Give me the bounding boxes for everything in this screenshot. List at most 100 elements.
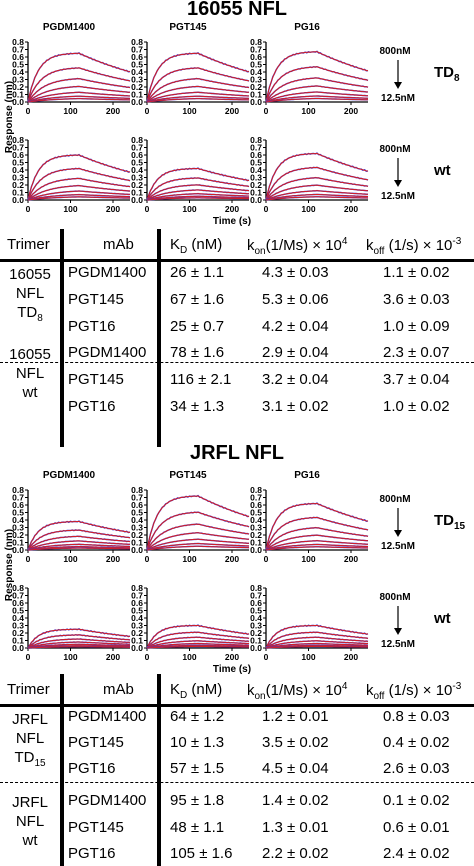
- y-tick-label: 0.4: [12, 613, 24, 623]
- fit-curve-1: [265, 517, 369, 551]
- y-tick-label: 0.3: [12, 523, 24, 533]
- trimer-label-line: NFL: [15, 285, 45, 302]
- x-tick-label: 100: [301, 652, 315, 662]
- x-tick-label: 200: [225, 204, 239, 214]
- plot-panel-PGT145-TD15: 0.00.10.20.30.40.50.60.70.8 0 100 200: [131, 485, 250, 564]
- fit-curve-3: [146, 640, 249, 649]
- cell-kd: 64 ± 1.2: [170, 708, 225, 725]
- fit-curve-3: [27, 85, 131, 103]
- fit-curve-2: [27, 638, 131, 649]
- y-tick-label: 0.5: [250, 60, 262, 70]
- trimer-label-line: wt: [22, 832, 38, 849]
- table-group-divider: [0, 362, 474, 363]
- panel-title-1: PGT145: [169, 22, 207, 33]
- fit-curve-1: [27, 529, 131, 551]
- kinetics-table-16055: Trimer mAb KD (nM) kon(1/Ms) × 104 koff …: [0, 225, 474, 447]
- cell-kd: 10 ± 1.3: [170, 734, 225, 751]
- y-tick-label: 0.0: [12, 545, 24, 555]
- row-label: wt: [433, 162, 451, 179]
- x-tick-label: 100: [301, 554, 315, 564]
- y-tick-label: 0.7: [250, 493, 262, 503]
- cell-kon: 5.3 ± 0.06: [262, 291, 329, 308]
- fit-curve-5: [27, 194, 131, 201]
- y-tick-label: 0.0: [250, 97, 262, 107]
- fit-curve-3: [146, 189, 250, 201]
- cell-mab: PGT145: [68, 734, 124, 751]
- y-tick-label: 0.8: [131, 583, 143, 593]
- fit-curve-2: [146, 78, 250, 103]
- fit-curve-6: [265, 98, 368, 103]
- y-tick-label: 0.2: [12, 530, 24, 540]
- x-tick-label: 100: [301, 204, 315, 214]
- cell-koff: 1.0 ± 0.02: [383, 398, 450, 415]
- y-tick-label: 0.7: [131, 591, 143, 601]
- section-title-jrfl: JRFL NFL: [189, 442, 285, 464]
- fit-curve-2: [27, 78, 131, 103]
- y-tick-label: 0.3: [250, 173, 262, 183]
- table-header-rule: [0, 704, 474, 707]
- panel-title-2: PG16: [294, 470, 320, 481]
- y-tick-label: 0.8: [131, 485, 143, 495]
- x-tick-label: 100: [301, 106, 315, 116]
- fit-curve-5: [146, 95, 250, 103]
- trimer-label: 16055 NFL TD8: [2, 265, 58, 328]
- fit-curve-2: [265, 636, 369, 649]
- y-tick-label: 0.2: [131, 628, 143, 638]
- cell-kon: 2.2 ± 0.02: [262, 845, 329, 862]
- plot-panel-PGT145-wt: 0.00.10.20.30.40.50.60.70.8 0 100 200: [131, 135, 250, 214]
- y-tick-label: 0.8: [131, 37, 143, 47]
- cell-mab: PGT16: [68, 318, 116, 335]
- x-tick-label: 100: [182, 204, 196, 214]
- conc-top-label: 800nM: [379, 46, 410, 57]
- y-tick-label: 0.0: [12, 97, 24, 107]
- cell-kd: 105 ± 1.6: [170, 845, 233, 862]
- fit-curve-6: [265, 196, 368, 201]
- fit-curve-0: [146, 168, 250, 201]
- header-kd: KD (nM): [170, 236, 223, 256]
- fit-curve-0: [265, 51, 369, 103]
- fit-curve-3: [27, 540, 131, 551]
- x-tick-label: 100: [63, 554, 77, 564]
- fit-curve-2: [146, 523, 250, 551]
- table-vrule-1: [60, 229, 64, 447]
- fit-curve-2: [265, 527, 369, 551]
- x-tick-label: 200: [344, 652, 358, 662]
- y-tick-label: 0.2: [131, 180, 143, 190]
- cell-kon: 2.9 ± 0.04: [262, 344, 329, 361]
- y-tick-label: 0.3: [12, 173, 24, 183]
- section-title-16055: 16055 NFL: [186, 0, 288, 20]
- y-tick-label: 0.4: [131, 613, 143, 623]
- fit-curve-3: [27, 185, 131, 201]
- y-tick-label: 0.1: [250, 636, 262, 646]
- cell-kon: 4.3 ± 0.03: [262, 264, 329, 281]
- y-tick-label: 0.6: [12, 500, 24, 510]
- trimer-label-line: TD15: [14, 749, 46, 769]
- cell-kd: 57 ± 1.5: [170, 760, 225, 777]
- fit-curve-2: [265, 177, 369, 201]
- y-tick-label: 0.0: [250, 545, 262, 555]
- trimer-label-sub: 8: [37, 313, 43, 324]
- y-tick-label: 0.5: [12, 508, 24, 518]
- plot-panel-PGT145-wt: 0.00.10.20.30.40.50.60.70.8 0 100 200: [131, 583, 250, 662]
- y-tick-label: 0.1: [131, 538, 143, 548]
- y-tick-label: 0.4: [250, 515, 262, 525]
- cell-koff: 3.6 ± 0.03: [383, 291, 450, 308]
- y-tick-label: 0.2: [250, 82, 262, 92]
- x-tick-label: 0: [264, 554, 269, 564]
- y-tick-label: 0.7: [250, 591, 262, 601]
- y-tick-label: 0.3: [250, 621, 262, 631]
- conc-bottom-label: 12.5nM: [381, 639, 415, 650]
- y-tick-label: 0.6: [250, 598, 262, 608]
- kinetics-plots-16055: PGDM1400 PGT145 PG160.00.10.20.30.40.50.60…: [4, 22, 460, 227]
- panel-title-0: PGDM1400: [43, 470, 96, 481]
- y-tick-label: 0.2: [250, 628, 262, 638]
- header-koff: koff (1/s) × 10-3: [366, 236, 462, 257]
- cell-kd: 25 ± 0.7: [170, 318, 225, 335]
- cell-kd: 78 ± 1.6: [170, 344, 225, 361]
- y-tick-label: 0.3: [131, 523, 143, 533]
- y-tick-label: 0.4: [12, 515, 24, 525]
- x-tick-label: 200: [106, 554, 120, 564]
- fit-curve-2: [27, 177, 131, 201]
- fit-curve-5: [265, 193, 368, 201]
- fit-curve-6: [146, 545, 250, 551]
